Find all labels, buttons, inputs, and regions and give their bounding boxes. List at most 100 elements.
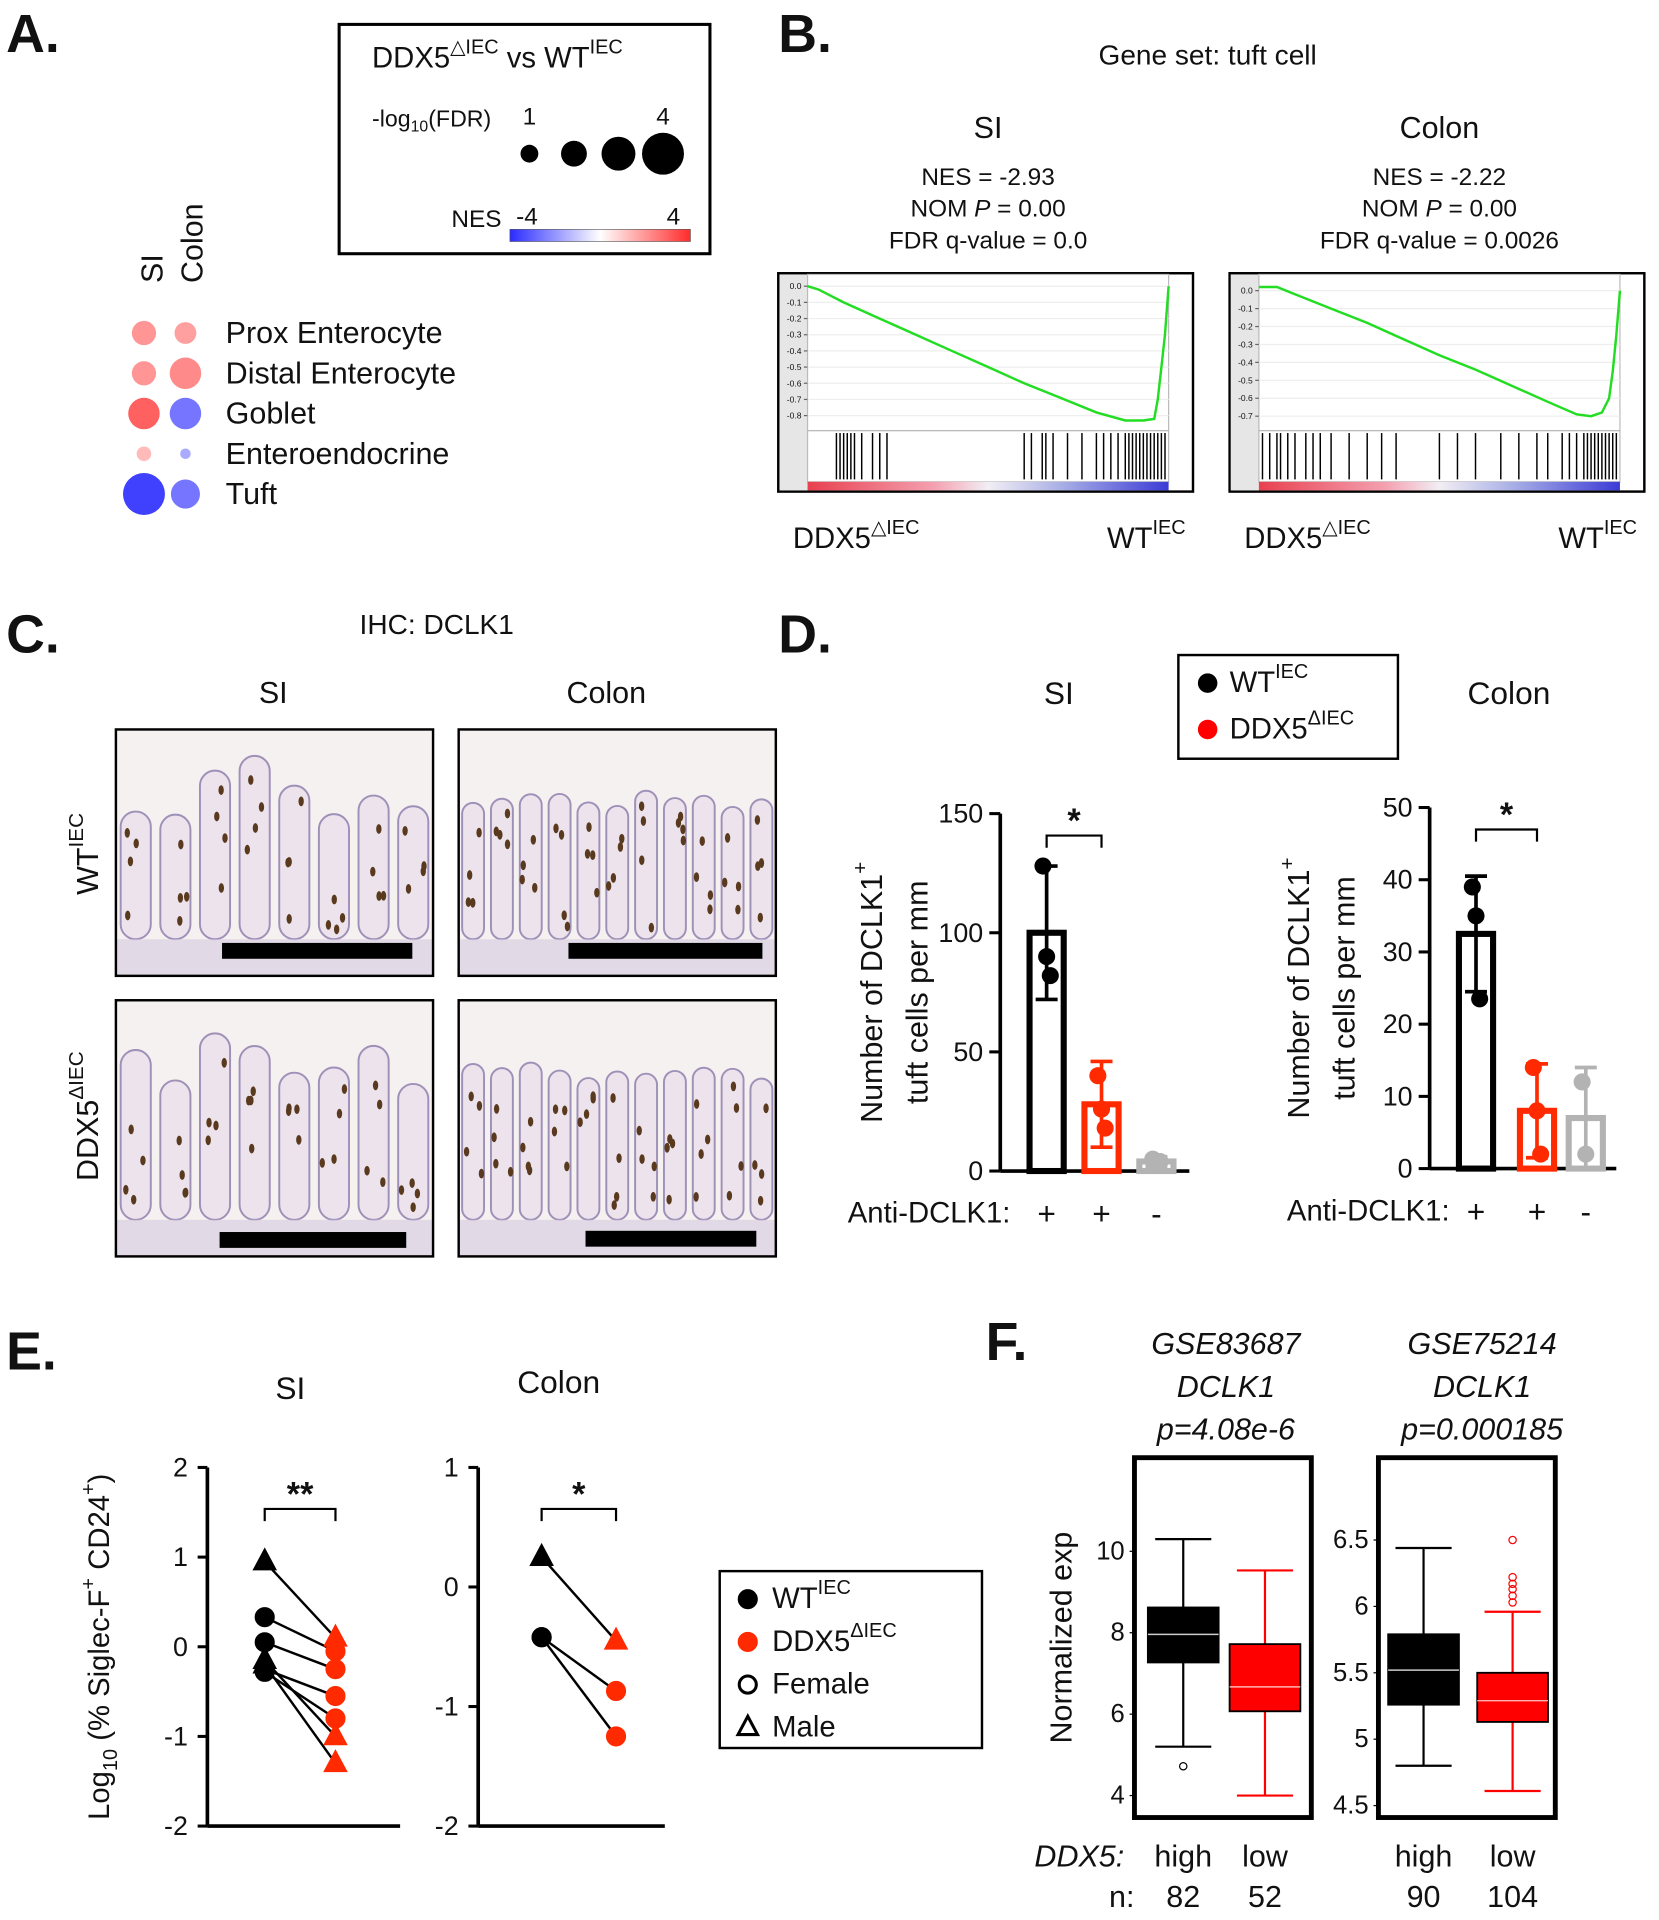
x-tick-label: + bbox=[1528, 1193, 1547, 1229]
plot-gutter bbox=[1230, 274, 1259, 491]
stained-cell bbox=[733, 1103, 740, 1113]
y-tick-label: -0.1 bbox=[787, 297, 802, 307]
y-tick-label: -0.2 bbox=[1238, 322, 1253, 332]
text-part: P bbox=[1425, 195, 1442, 222]
box bbox=[1228, 1643, 1302, 1713]
dot bbox=[174, 322, 197, 344]
chart-title: p=4.08e-6 bbox=[1156, 1413, 1295, 1447]
legend-label: WTIEC bbox=[772, 1577, 851, 1615]
data-point bbox=[252, 1547, 278, 1571]
panel-label: E. bbox=[6, 1322, 57, 1382]
y-tick-label: 50 bbox=[1383, 793, 1413, 823]
panel-label: B. bbox=[778, 4, 832, 64]
text-part: (% Siglec-F bbox=[84, 1590, 116, 1749]
stained-cell bbox=[594, 887, 600, 898]
size-key bbox=[520, 144, 539, 163]
text-part: IEC bbox=[1275, 661, 1308, 683]
stained-cell bbox=[125, 910, 131, 921]
text-part: DDX5 bbox=[793, 523, 871, 555]
y-tick-label: 6 bbox=[1110, 1700, 1124, 1728]
es-curve bbox=[807, 285, 1170, 422]
crypt bbox=[238, 754, 271, 941]
y-tick-label: -0.2 bbox=[787, 314, 802, 324]
text-part: (FDR) bbox=[428, 105, 491, 131]
outlier bbox=[1508, 1535, 1517, 1545]
text-part: DDX5 bbox=[71, 1100, 105, 1181]
stained-cell bbox=[610, 1093, 616, 1103]
y-tick-label: 30 bbox=[1383, 937, 1413, 967]
color-tick-label: -4 bbox=[516, 204, 538, 231]
stained-cell bbox=[704, 1134, 711, 1145]
stained-cell bbox=[669, 1138, 676, 1149]
tissue-image bbox=[115, 729, 434, 976]
stained-cell bbox=[466, 870, 473, 880]
y-tick-label: -2 bbox=[164, 1811, 188, 1841]
whisker bbox=[1395, 1704, 1452, 1767]
data-point bbox=[1577, 1145, 1595, 1163]
crypt bbox=[159, 813, 192, 941]
significance-label: * bbox=[1500, 796, 1514, 834]
y-tick-label: 2 bbox=[173, 1452, 188, 1482]
stained-cell bbox=[493, 1158, 499, 1169]
stained-cell bbox=[380, 1177, 386, 1188]
column-label: SI bbox=[135, 254, 169, 283]
outlier bbox=[1508, 1579, 1517, 1589]
stained-cell bbox=[463, 1146, 470, 1157]
stat-line: FDR q-value = 0.0 bbox=[889, 227, 1087, 254]
stained-cell bbox=[738, 1161, 744, 1171]
text-part: ΔIEC bbox=[850, 1620, 896, 1642]
stained-cell bbox=[331, 1154, 337, 1164]
image-frame bbox=[114, 999, 435, 1258]
y-tick-label: -0.3 bbox=[1238, 339, 1253, 349]
x-tick-label: high bbox=[1154, 1840, 1212, 1874]
stained-cell bbox=[758, 1169, 765, 1179]
stained-cell bbox=[726, 1190, 733, 1201]
stained-cell bbox=[140, 1155, 146, 1166]
whisker bbox=[1484, 1610, 1541, 1673]
stained-cell bbox=[504, 839, 511, 850]
crypt bbox=[159, 1079, 192, 1221]
stained-cell bbox=[476, 1101, 483, 1111]
plot-gutter bbox=[779, 274, 808, 491]
data-point bbox=[325, 1641, 346, 1662]
x-tick-label: low bbox=[1490, 1840, 1537, 1874]
stained-cell bbox=[636, 1125, 642, 1136]
stained-cell bbox=[527, 1116, 534, 1127]
es-curve bbox=[1258, 285, 1622, 418]
text-part: Log bbox=[84, 1771, 116, 1820]
legend-marker bbox=[737, 1589, 758, 1610]
pair-line bbox=[540, 1636, 618, 1738]
stained-cell bbox=[222, 833, 228, 843]
data-point bbox=[529, 1542, 554, 1566]
y-axis-label: tuft cells per mm bbox=[1327, 876, 1361, 1100]
stained-cell bbox=[218, 785, 224, 795]
stained-cell bbox=[319, 1158, 325, 1168]
y-tick-label: 10 bbox=[1383, 1081, 1413, 1111]
stained-cell bbox=[639, 1154, 645, 1164]
x-tick-label: - bbox=[1581, 1193, 1592, 1229]
panel-label: A. bbox=[6, 4, 60, 64]
outlier bbox=[1508, 1572, 1517, 1582]
stained-cell bbox=[205, 1135, 211, 1146]
crypt bbox=[397, 1082, 430, 1221]
stained-cell bbox=[128, 1124, 134, 1135]
y-tick-label: -2 bbox=[435, 1811, 459, 1841]
stained-cell bbox=[409, 1178, 415, 1188]
data-point bbox=[603, 1626, 629, 1650]
stained-cell bbox=[552, 1104, 559, 1115]
color-legend-label: NES bbox=[451, 206, 501, 233]
pair-line bbox=[540, 1556, 617, 1642]
dot bbox=[131, 361, 157, 386]
scale-bar bbox=[222, 942, 413, 959]
text-part: = 0.00 bbox=[1442, 195, 1517, 222]
stained-cell bbox=[178, 839, 184, 850]
stained-cell bbox=[722, 877, 728, 888]
tissue-image bbox=[458, 729, 776, 976]
stained-cell bbox=[735, 904, 741, 915]
stained-cell bbox=[504, 808, 511, 819]
text-part: + bbox=[78, 1578, 100, 1590]
legend-label: Male bbox=[772, 1711, 835, 1743]
chart-title: p=0.000185 bbox=[1400, 1413, 1564, 1447]
size-tick-label: 4 bbox=[656, 104, 670, 131]
legend-label: DDX5ΔIEC bbox=[1230, 707, 1355, 745]
